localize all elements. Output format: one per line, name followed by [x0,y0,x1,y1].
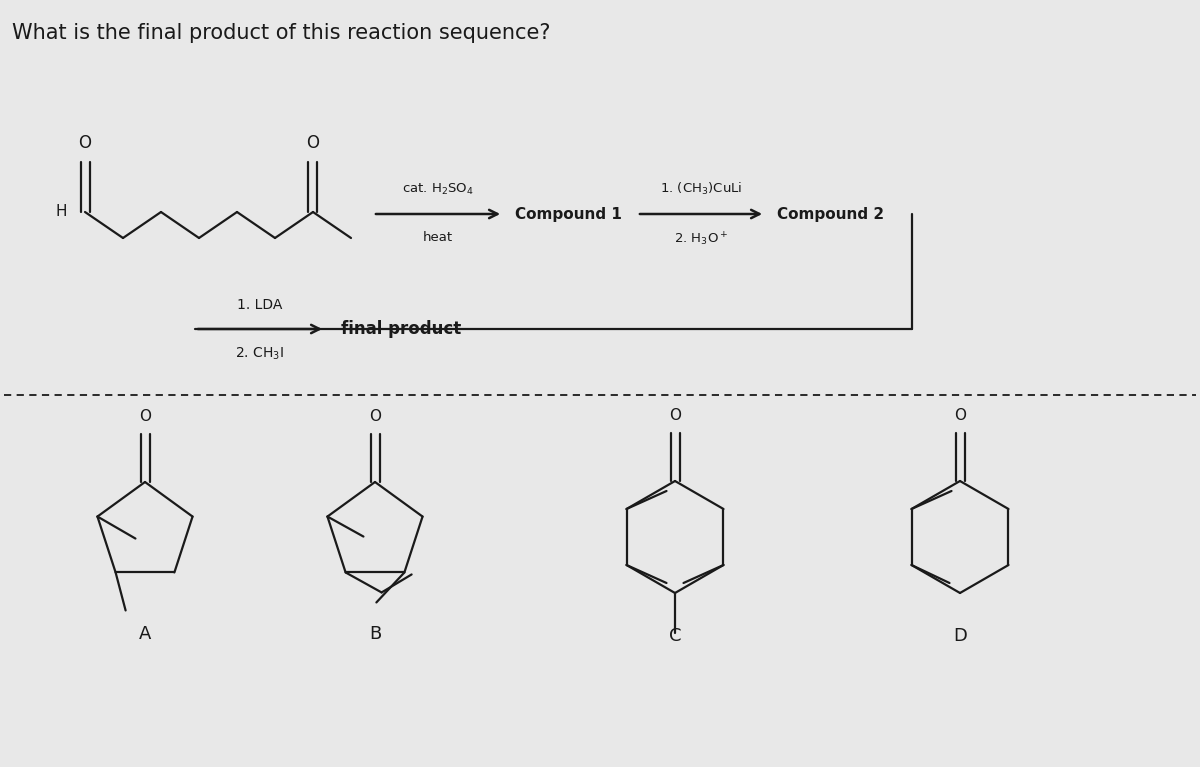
Text: Compound 2: Compound 2 [778,206,884,222]
Text: 1. LDA: 1. LDA [238,298,283,312]
Text: O: O [370,409,382,424]
Text: O: O [78,134,91,152]
Text: O: O [670,408,682,423]
Text: cat. H$_2$SO$_4$: cat. H$_2$SO$_4$ [402,182,474,197]
Text: What is the final product of this reaction sequence?: What is the final product of this reacti… [12,23,551,43]
Text: B: B [368,625,382,643]
Text: heat: heat [422,231,454,244]
Text: Compound 1: Compound 1 [515,206,622,222]
Text: O: O [139,409,151,424]
Text: O: O [306,134,319,152]
Text: A: A [139,625,151,643]
Text: 2. H$_3$O$^+$: 2. H$_3$O$^+$ [674,231,728,249]
Text: final product: final product [341,320,461,338]
Text: O: O [954,408,966,423]
Text: C: C [668,627,682,645]
Text: H: H [55,205,67,219]
Text: D: D [953,627,967,645]
Text: 2. CH$_3$I: 2. CH$_3$I [235,346,284,362]
Text: 1. (CH$_3$)CuLi: 1. (CH$_3$)CuLi [660,181,742,197]
